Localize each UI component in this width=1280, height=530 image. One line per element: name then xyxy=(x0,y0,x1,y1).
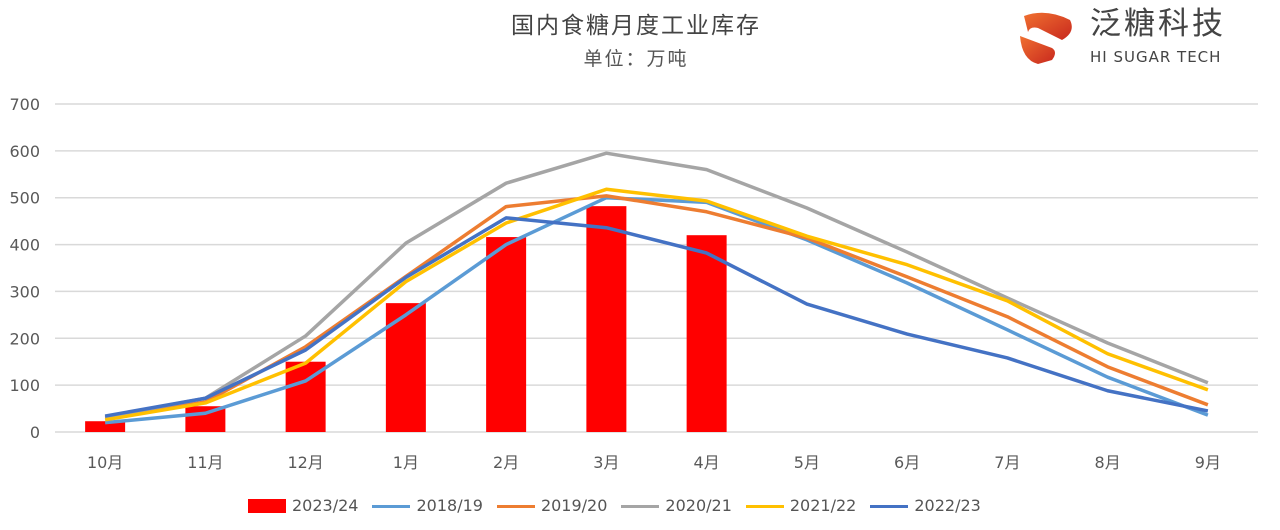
hi-sugar-logo: 泛糖科技 HI SUGAR TECH xyxy=(1016,6,1266,70)
legend-label: 2021/22 xyxy=(789,496,857,515)
logo-mark-icon xyxy=(1020,12,1072,64)
legend-label: 2019/20 xyxy=(540,496,608,515)
x-tick-label: 9月 xyxy=(1195,453,1221,472)
legend-label: 2020/21 xyxy=(665,496,732,515)
legend-label: 2022/23 xyxy=(914,496,981,515)
legend-item: 2021/22 xyxy=(745,496,857,516)
y-tick-label: 0 xyxy=(30,423,40,442)
line-2021/22 xyxy=(104,187,1209,422)
y-tick-label: 600 xyxy=(9,142,40,161)
x-tick-label: 6月 xyxy=(894,453,920,472)
legend-line-swatch xyxy=(745,504,784,508)
legend-line-swatch xyxy=(496,504,535,508)
x-tick-label: 12月 xyxy=(287,453,323,472)
legend-bar-swatch xyxy=(248,499,286,513)
legend-line-swatch xyxy=(870,504,909,508)
legend-label: 2018/19 xyxy=(416,496,483,515)
bar-2023/24 xyxy=(486,237,527,432)
legend-item: 2022/23 xyxy=(870,496,981,516)
chart-subtitle: 单位：万吨 xyxy=(583,48,689,70)
line-2019/20 xyxy=(104,194,1209,420)
x-tick-label: 2月 xyxy=(493,453,519,472)
line-2022/23 xyxy=(104,216,1209,418)
y-tick-label: 500 xyxy=(9,189,40,208)
bar-2023/24 xyxy=(85,421,126,432)
bar-2023/24 xyxy=(686,235,727,432)
bar-2023/24 xyxy=(586,206,627,432)
x-tick-label: 7月 xyxy=(994,453,1020,472)
x-tick-label: 10月 xyxy=(87,453,123,472)
legend-item: 2018/19 xyxy=(372,496,483,516)
x-tick-label: 4月 xyxy=(694,453,720,472)
y-tick-label: 700 xyxy=(9,95,40,114)
x-tick-label: 11月 xyxy=(187,453,223,472)
line-2018/19 xyxy=(104,195,1209,425)
y-tick-label: 300 xyxy=(9,282,40,301)
x-tick-label: 8月 xyxy=(1095,453,1121,472)
legend-line-swatch xyxy=(621,504,660,508)
legend-item: 2019/20 xyxy=(496,496,608,516)
x-tick-label: 3月 xyxy=(593,453,619,472)
logo-text-cn: 泛糖科技 xyxy=(1090,6,1226,42)
line-2020/21 xyxy=(104,151,1209,419)
x-tick-label: 1月 xyxy=(393,453,419,472)
legend-label: 2023/24 xyxy=(292,496,359,515)
x-tick-label: 5月 xyxy=(794,453,820,472)
legend-line-swatch xyxy=(372,504,411,508)
y-tick-label: 200 xyxy=(9,329,40,348)
logo-text-en: HI SUGAR TECH xyxy=(1090,48,1222,66)
legend: 2023/24 2018/19 2019/20 2020/21 2021/22 2022/… xyxy=(248,496,995,516)
y-tick-label: 400 xyxy=(9,236,40,255)
legend-item: 2020/21 xyxy=(621,496,732,516)
chart-title: 国内食糖月度工业库存 xyxy=(511,13,761,39)
legend-item: 2023/24 xyxy=(248,496,358,516)
y-tick-label: 100 xyxy=(9,376,40,395)
